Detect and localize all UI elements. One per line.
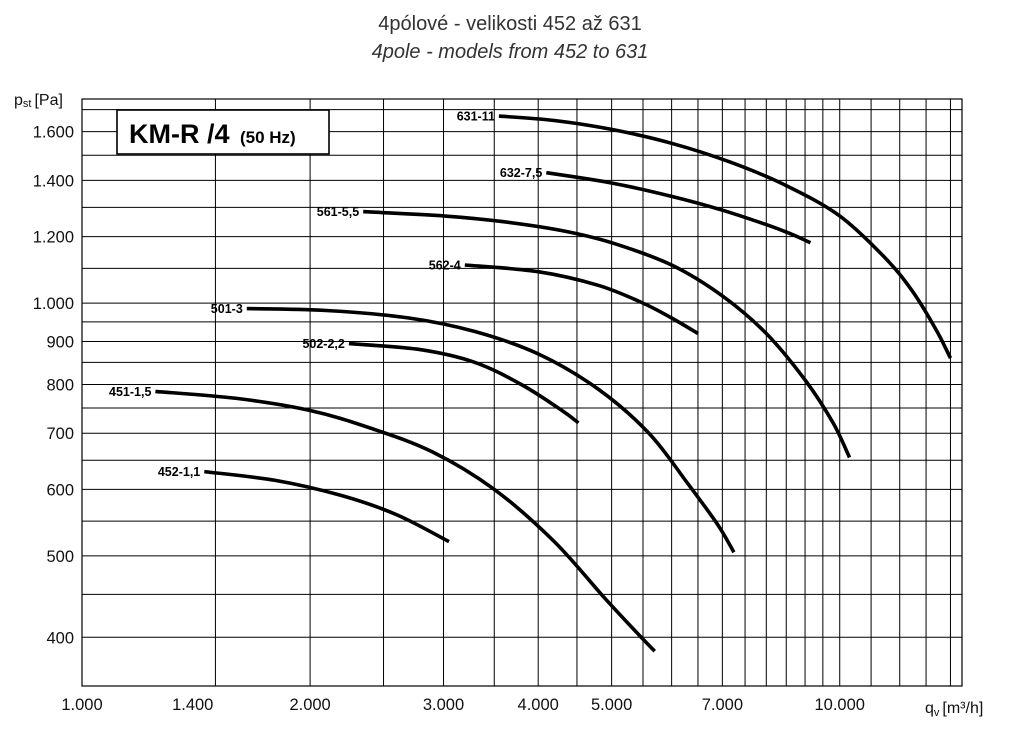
curve-label: 632-7,5 xyxy=(500,166,542,180)
y-tick-label: 500 xyxy=(46,548,74,566)
chart-subtitle: 4pole - models from 452 to 631 xyxy=(371,41,649,63)
legend-frequency: (50 Hz) xyxy=(240,128,296,147)
y-tick-label: 1.600 xyxy=(33,124,74,142)
curve-label: 502-2,2 xyxy=(302,337,344,351)
curve-561-5,5 xyxy=(363,209,852,459)
curves: 631-11 632-7,5 561-5,5 562-4 501-3 502-2,2 451… xyxy=(109,110,953,653)
curve-451-1,5 xyxy=(155,389,656,653)
curve-501-3 xyxy=(246,306,736,554)
curve-502-2,2 xyxy=(348,341,580,425)
curve-label: 452-1,1 xyxy=(158,465,200,479)
curve-631-11 xyxy=(498,114,953,359)
x-tick-label: 1.000 xyxy=(61,696,102,714)
curve-label: 561-5,5 xyxy=(317,205,359,219)
tick-labels: 1.000 1.400 2.000 3.000 4.000 5.000 7.000 10.00… xyxy=(33,124,865,714)
curve-label: 562-4 xyxy=(429,259,461,273)
curve-label: 631-11 xyxy=(457,110,495,124)
curve-label: 451-1,5 xyxy=(109,385,151,399)
curve-632-7,5 xyxy=(546,170,812,245)
x-tick-label: 7.000 xyxy=(702,696,743,714)
x-tick-label: 2.000 xyxy=(289,696,330,714)
curve-562-4 xyxy=(464,263,699,336)
x-tick-label: 5.000 xyxy=(591,696,632,714)
legend-model: KM-R /4 xyxy=(129,119,230,149)
grid xyxy=(81,98,963,687)
y-tick-label: 800 xyxy=(46,376,74,394)
x-tick-label: 3.000 xyxy=(423,696,464,714)
plot-frame xyxy=(81,98,963,687)
y-tick-label: 1.000 xyxy=(33,295,74,313)
x-tick-label: 4.000 xyxy=(518,696,559,714)
y-tick-label: 400 xyxy=(46,629,74,647)
chart-title: 4pólové - velikosti 452 až 631 xyxy=(378,13,642,35)
legend-box: KM-R /4 (50 Hz) xyxy=(116,109,330,155)
y-axis-label: pst [Pa] xyxy=(14,92,63,110)
curve-label: 501-3 xyxy=(211,302,243,316)
y-tick-label: 1.200 xyxy=(33,229,74,247)
y-tick-label: 1.400 xyxy=(33,172,74,190)
x-tick-label: 1.400 xyxy=(172,696,213,714)
y-tick-label: 900 xyxy=(46,334,74,352)
svg-text:KM-R /4 (50 Hz): KM-R /4 (50 Hz) xyxy=(129,119,296,149)
y-tick-label: 600 xyxy=(46,481,74,499)
x-axis-label: qv [m³/h] xyxy=(925,700,983,719)
x-tick-label: 10.000 xyxy=(814,696,864,714)
curve-452-1,1 xyxy=(204,469,450,544)
y-tick-label: 700 xyxy=(46,425,74,443)
